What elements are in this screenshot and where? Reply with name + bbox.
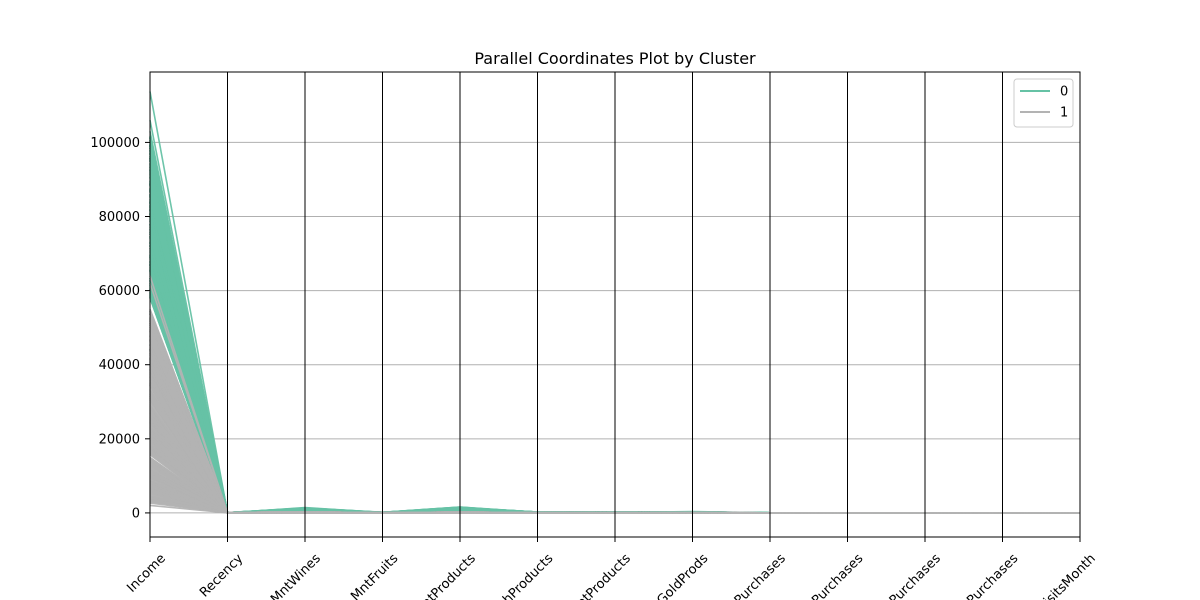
- legend-label: 1: [1060, 106, 1068, 121]
- y-tick-label: 0: [132, 506, 140, 521]
- y-tick-label: 100000: [90, 136, 140, 151]
- y-ticks: 0 20000 40000 60000 80000 100000: [90, 136, 150, 521]
- y-tick-label: 80000: [99, 210, 140, 225]
- legend-label: 0: [1060, 85, 1068, 100]
- y-tick-label: 60000: [99, 284, 140, 299]
- chart-title: Parallel Coordinates Plot by Cluster: [474, 49, 756, 68]
- y-tick-label: 40000: [99, 358, 140, 373]
- y-tick-label: 20000: [99, 432, 140, 447]
- legend: 01: [1013, 78, 1074, 128]
